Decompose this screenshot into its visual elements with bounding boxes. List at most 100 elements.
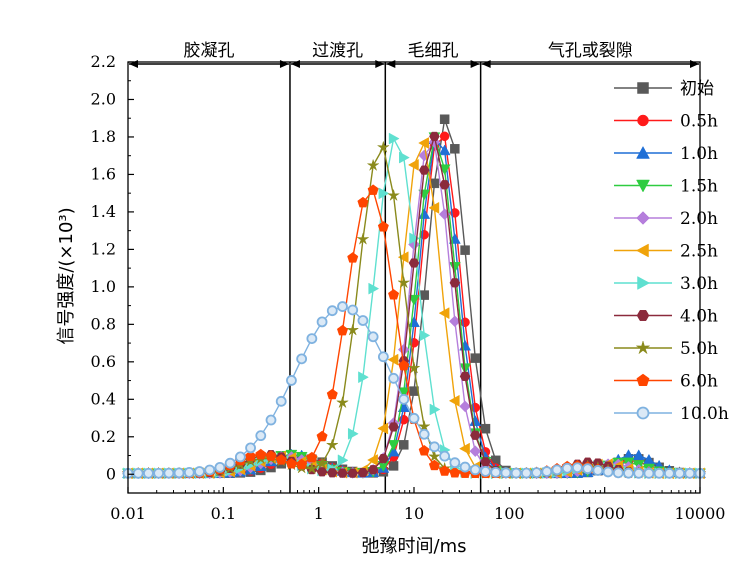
y-tick-label: 0.8	[91, 314, 116, 333]
region-arrow	[481, 60, 699, 68]
data-point	[449, 457, 461, 469]
data-point	[306, 333, 318, 345]
legend-label: 4.0h	[680, 307, 718, 327]
x-tick-label: 100	[494, 504, 525, 523]
data-point	[399, 151, 410, 164]
data-point	[347, 304, 359, 316]
data-point	[653, 467, 665, 479]
data-point	[439, 450, 451, 462]
data-point	[326, 468, 338, 478]
legend-entry: 5.0h	[614, 339, 718, 359]
data-point	[551, 464, 563, 476]
data-point	[663, 467, 675, 479]
legend-label: 10.0h	[680, 404, 729, 424]
data-point	[347, 427, 359, 440]
data-point	[429, 403, 441, 416]
data-point	[296, 353, 308, 365]
data-point	[388, 288, 400, 300]
data-point	[377, 221, 389, 232]
data-point	[245, 450, 257, 462]
data-point	[163, 467, 175, 479]
data-point	[684, 467, 696, 479]
data-point	[366, 158, 380, 172]
data-point	[214, 461, 226, 473]
data-point	[336, 324, 349, 336]
x-tick-label: 10	[404, 504, 424, 523]
data-point	[388, 422, 399, 432]
data-point	[315, 456, 329, 470]
plot-frame	[127, 61, 701, 494]
data-point	[409, 232, 421, 245]
data-point	[265, 450, 277, 461]
data-point	[418, 137, 429, 149]
y-tick-label: 1.6	[91, 164, 116, 183]
y-tick-label: 2.0	[91, 89, 116, 108]
x-tick-label: 1000	[584, 504, 625, 523]
data-point	[357, 468, 369, 478]
data-point	[408, 258, 420, 268]
region-label: 过渡孔	[312, 41, 363, 61]
data-point	[285, 457, 297, 469]
data-point	[337, 454, 349, 467]
legend-entry: 4.0h	[614, 307, 718, 327]
plot-area	[121, 114, 707, 480]
x-tick-label: 1	[314, 504, 324, 523]
legend-label: 1.0h	[680, 144, 718, 164]
data-point	[510, 467, 522, 479]
y-axis-label: 信号强度/(×10³)	[56, 207, 77, 344]
data-point	[449, 278, 461, 288]
legend-entry: 初始	[614, 79, 714, 99]
y-tick-label: 1.2	[91, 239, 116, 258]
data-point	[459, 371, 471, 381]
legend-label: 6.0h	[680, 372, 718, 392]
data-point	[439, 131, 450, 142]
legend-entry: 2.0h	[614, 209, 718, 229]
data-point	[448, 394, 460, 407]
data-point	[143, 467, 154, 479]
data-point	[438, 307, 450, 320]
data-point	[407, 361, 421, 374]
data-point	[408, 294, 420, 306]
data-point	[561, 462, 573, 474]
series-3	[122, 132, 706, 480]
data-point	[429, 441, 440, 453]
data-point	[337, 468, 348, 478]
data-point	[428, 201, 440, 214]
data-point	[387, 440, 400, 451]
data-point	[386, 188, 401, 202]
data-point	[397, 251, 409, 264]
data-point	[357, 315, 369, 326]
data-point	[367, 184, 379, 195]
data-point	[387, 353, 399, 366]
data-point	[367, 331, 379, 343]
data-point	[429, 131, 440, 141]
data-point	[153, 467, 165, 479]
data-point	[368, 282, 380, 295]
data-point	[398, 393, 410, 405]
data-point	[439, 465, 451, 476]
data-point	[632, 449, 645, 461]
legend-label: 初始	[680, 79, 714, 99]
data-point	[448, 262, 461, 273]
data-point	[377, 351, 389, 363]
axes: 0.01 0.1 1 10 100 1000 10000 0 0.2 0.4 0.6 0.8 1.0 1.…	[91, 52, 726, 523]
data-point	[407, 158, 419, 171]
legend-entry: 10.0h	[614, 404, 729, 424]
data-point	[388, 132, 400, 145]
legend-label: 1.5h	[680, 177, 718, 197]
data-point	[376, 140, 390, 153]
data-point	[286, 375, 297, 386]
series-10	[122, 301, 706, 479]
data-point	[132, 467, 144, 479]
data-point	[224, 457, 236, 469]
pore-region-layer: 胶凝孔 过渡孔 毛细孔 气孔或裂隙	[129, 41, 699, 493]
x-tick-label: 0.01	[110, 504, 146, 523]
data-point	[194, 466, 205, 477]
data-point	[439, 180, 450, 190]
data-point	[439, 114, 450, 124]
data-point	[480, 466, 491, 477]
data-point	[326, 305, 338, 317]
data-point	[326, 388, 338, 400]
data-point	[674, 467, 685, 479]
